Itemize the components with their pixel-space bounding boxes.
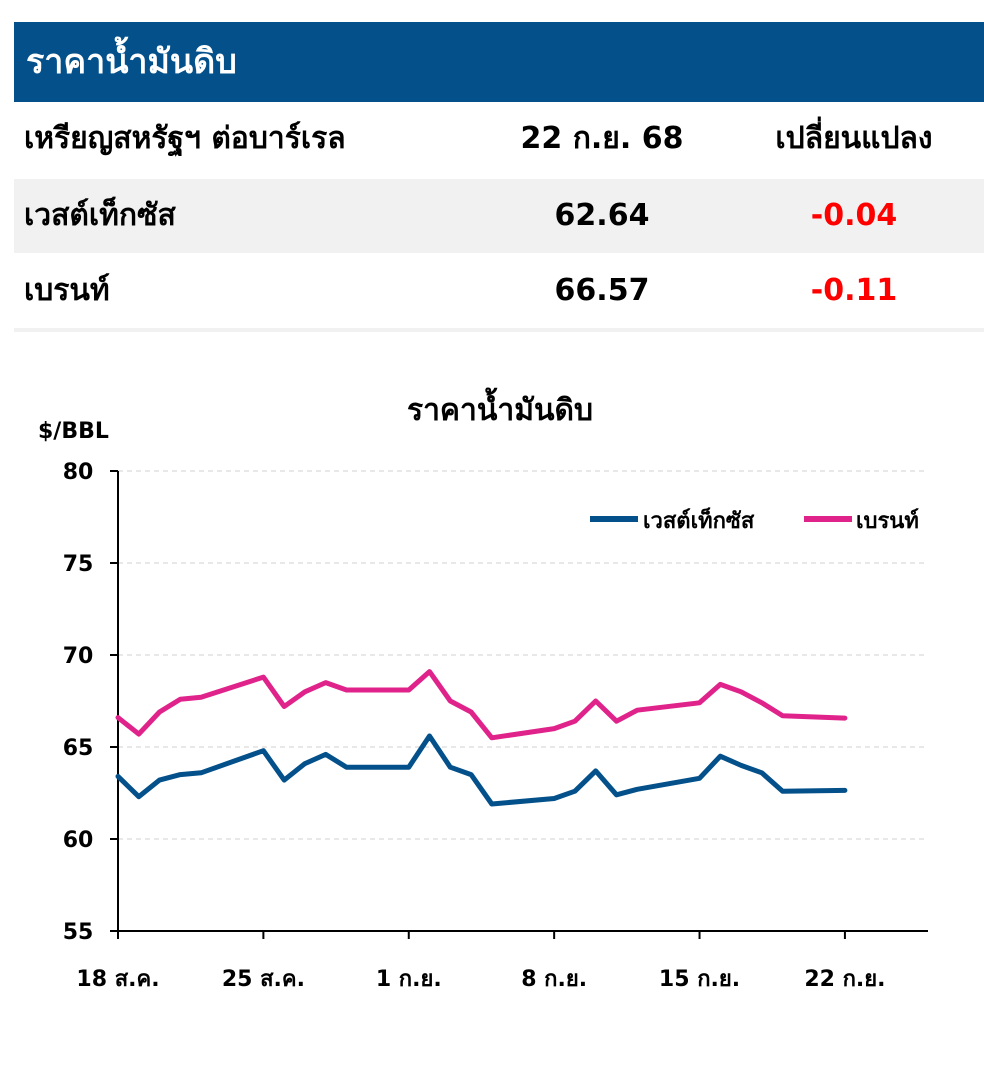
x-tick-label: 8 ก.ย. (521, 967, 587, 992)
y-tick-label: 80 (63, 460, 94, 485)
legend: เวสต์เท็กซัส เบรนท์ (590, 506, 919, 534)
y-tick-label: 60 (63, 828, 94, 853)
legend-label-brent: เบรนท์ (856, 508, 919, 534)
table-bottom-band (14, 328, 984, 332)
column-header-change: เปลี่ยนแปลง (775, 121, 933, 156)
x-tick-label: 18 ส.ค. (76, 967, 159, 992)
column-header-unit: เหรียญสหรัฐฯ ต่อบาร์เรล (24, 121, 346, 156)
row-change-brent: -0.11 (810, 273, 898, 308)
column-header-date: 22 ก.ย. 68 (520, 121, 684, 156)
legend-label-wti: เวสต์เท็กซัส (643, 506, 755, 534)
row-change-wti: -0.04 (810, 198, 898, 233)
series-line-brent (115, 669, 848, 741)
row-name-wti: เวสต์เท็กซัส (24, 198, 176, 233)
x-tick-label: 1 ก.ย. (376, 967, 442, 992)
axes: 80 75 70 65 60 55 18 ส.ค. 25 ส.ค. 1 ก.ย. 8 ก.ย. 15… (63, 460, 928, 992)
table-row-brent: เบรนท์ 66.57 -0.11 (14, 254, 984, 328)
series-line-wti (115, 733, 848, 807)
page-title: ราคาน้ำมันดิบ (14, 22, 984, 102)
y-tick-label: 65 (63, 736, 94, 761)
gridlines (118, 470, 928, 840)
chart-title: ราคาน้ำมันดิบ (407, 387, 593, 428)
x-tick-label: 22 ก.ย. (804, 967, 885, 992)
row-price-brent: 66.57 (554, 273, 650, 308)
row-price-wti: 62.64 (554, 198, 650, 233)
y-tick-label: 75 (63, 552, 94, 577)
y-tick-label: 70 (63, 644, 94, 669)
table-header-row: เหรียญสหรัฐฯ ต่อบาร์เรล 22 ก.ย. 68 เปลี่… (14, 102, 984, 176)
series-lines (115, 669, 848, 807)
y-tick-label: 55 (63, 920, 94, 945)
table-row-wti: เวสต์เท็กซัส 62.64 -0.04 (14, 179, 984, 253)
x-tick-label: 25 ส.ค. (222, 967, 305, 992)
x-tick-label: 15 ก.ย. (659, 967, 740, 992)
oil-price-chart: ราคาน้ำมันดิบ $/BBL 80 75 70 65 60 55 18 ส.ค. 2… (38, 387, 928, 992)
row-name-brent: เบรนท์ (24, 273, 110, 308)
y-axis-unit-label: $/BBL (38, 419, 109, 444)
